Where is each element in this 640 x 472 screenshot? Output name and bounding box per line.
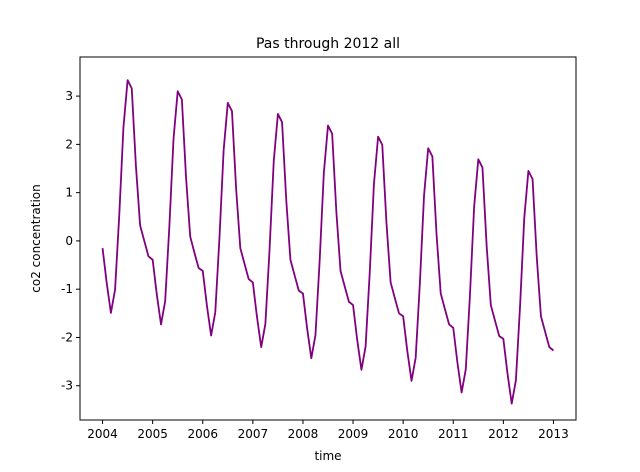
y-tick-label: -2: [61, 330, 73, 344]
y-tick-label: 1: [65, 186, 73, 200]
x-tick-label: 2006: [187, 427, 218, 441]
x-tick-label: 2007: [238, 427, 269, 441]
y-axis-label: co2 concentration: [29, 184, 43, 293]
plot-frame: [79, 56, 577, 421]
data-line: [101, 79, 555, 405]
chart-title: Pas through 2012 all: [256, 36, 400, 52]
x-tick-label: 2004: [87, 427, 118, 441]
x-tick-label: 2005: [137, 427, 168, 441]
x-axis-label: time: [314, 449, 341, 463]
x-tick-label: 2012: [488, 427, 519, 441]
x-tick-label: 2010: [388, 427, 419, 441]
y-tick-label: 0: [65, 234, 73, 248]
y-tick-label: -1: [61, 282, 73, 296]
y-tick-label: -3: [61, 379, 73, 393]
x-tick-label: 2013: [538, 427, 569, 441]
y-tick-label: 3: [65, 89, 73, 103]
x-tick-label: 2008: [288, 427, 319, 441]
x-tick-label: 2011: [438, 427, 469, 441]
x-tick-label: 2009: [338, 427, 369, 441]
y-tick-label: 2: [65, 137, 73, 151]
